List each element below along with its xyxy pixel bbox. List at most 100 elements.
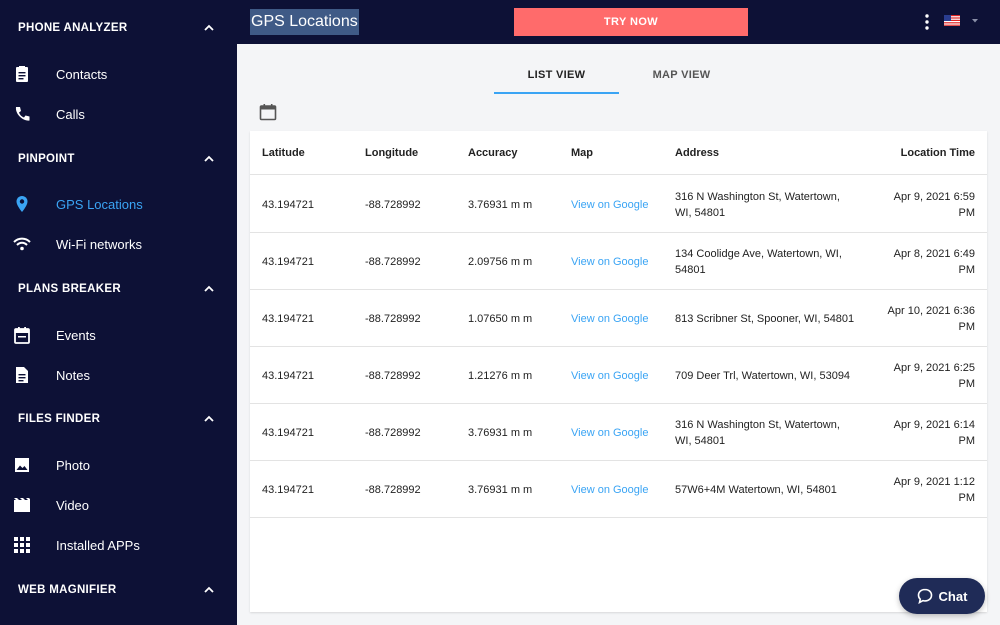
chevron-up-icon: [204, 586, 214, 593]
cell-longitude: -88.728992: [365, 256, 421, 268]
us-flag-icon[interactable]: [944, 15, 960, 26]
view-on-google-link[interactable]: View on Google: [571, 199, 649, 211]
more-vert-icon[interactable]: [920, 13, 934, 31]
top-bar: GPS Locations TRY NOW: [237, 0, 1000, 44]
table-row: 43.194721 -88.728992 3.76931 m m View on…: [250, 404, 987, 461]
section-title: PHONE ANALYZER: [18, 22, 128, 34]
section-phone-analyzer[interactable]: PHONE ANALYZER: [0, 8, 237, 48]
cell-address: 316 N Washington St, Watertown, WI, 54801: [675, 189, 865, 221]
locations-table: Latitude Longitude Accuracy Map Address …: [250, 131, 987, 612]
cell-location-time: Apr 8, 2021 6:49 PM: [865, 246, 975, 278]
section-title: WEB MAGNIFIER: [18, 584, 117, 596]
chevron-up-icon: [204, 415, 214, 422]
sidebar-item-label: Wi-Fi networks: [56, 236, 142, 252]
sidebar-item-label: Notes: [56, 367, 90, 383]
time-line: PM: [958, 207, 976, 219]
column-header-address[interactable]: Address: [675, 147, 720, 159]
cell-latitude: 43.194721: [262, 427, 314, 439]
sidebar-item-events[interactable]: Events: [0, 315, 237, 355]
cell-latitude: 43.194721: [262, 370, 314, 382]
photo-icon: [15, 458, 29, 472]
time-line: PM: [958, 435, 976, 447]
cell-accuracy: 2.09756 m m: [468, 256, 533, 268]
cell-longitude: -88.728992: [365, 427, 421, 439]
table-header: Latitude Longitude Accuracy Map Address …: [250, 131, 987, 175]
cell-longitude: -88.728992: [365, 199, 421, 211]
calendar-icon[interactable]: [259, 103, 277, 121]
section-plans-breaker[interactable]: PLANS BREAKER: [0, 269, 237, 309]
table-row: 43.194721 -88.728992 3.76931 m m View on…: [250, 176, 987, 233]
sidebar-item-video[interactable]: Video: [0, 485, 237, 525]
chevron-up-icon: [204, 155, 214, 162]
sidebar-item-contacts[interactable]: Contacts: [0, 54, 237, 94]
phone-icon: [15, 107, 30, 121]
wifi-icon: [13, 237, 31, 251]
column-header-location-time[interactable]: Location Time: [900, 147, 975, 159]
view-on-google-link[interactable]: View on Google: [571, 484, 649, 496]
sidebar-item-wifi-networks[interactable]: Wi-Fi networks: [0, 224, 237, 264]
cell-address: 57W6+4M Watertown, WI, 54801: [675, 482, 865, 498]
view-on-google-link[interactable]: View on Google: [571, 313, 649, 325]
cell-accuracy: 3.76931 m m: [468, 427, 533, 439]
sidebar-item-calls[interactable]: Calls: [0, 94, 237, 134]
time-line: PM: [958, 321, 976, 333]
time-line: PM: [958, 264, 976, 276]
address-line: 316 N Washington St, Watertown,: [675, 419, 840, 431]
tab-list-view[interactable]: LIST VIEW: [527, 69, 586, 81]
sidebar-item-label: Events: [56, 327, 96, 343]
contacts-icon: [16, 66, 28, 82]
sidebar-item-label: Installed APPs: [56, 537, 140, 553]
time-line: Apr 8, 2021 6:49: [893, 248, 975, 260]
column-header-map[interactable]: Map: [571, 147, 593, 159]
cell-longitude: -88.728992: [365, 370, 421, 382]
chevron-up-icon: [204, 24, 214, 31]
column-header-accuracy[interactable]: Accuracy: [468, 147, 518, 159]
sidebar-item-label: Video: [56, 497, 90, 513]
sidebar-item-photo[interactable]: Photo: [0, 445, 237, 485]
view-on-google-link[interactable]: View on Google: [571, 370, 649, 382]
cell-location-time: Apr 9, 2021 6:25 PM: [865, 360, 975, 392]
sidebar-item-label: Contacts: [56, 66, 108, 82]
try-now-button[interactable]: TRY NOW: [514, 8, 748, 36]
cell-accuracy: 3.76931 m m: [468, 199, 533, 211]
section-web-magnifier[interactable]: WEB MAGNIFIER: [0, 570, 237, 610]
sidebar: PHONE ANALYZER Contacts Calls PINPOINT G…: [0, 0, 237, 625]
table-row: 43.194721 -88.728992 2.09756 m m View on…: [250, 233, 987, 290]
section-title: FILES FINDER: [18, 413, 101, 425]
sidebar-item-notes[interactable]: Notes: [0, 355, 237, 395]
time-line: PM: [958, 378, 976, 390]
page-title: GPS Locations: [250, 9, 359, 35]
address-line: 316 N Washington St, Watertown,: [675, 191, 840, 203]
sidebar-item-installed-apps[interactable]: Installed APPs: [0, 525, 237, 565]
view-on-google-link[interactable]: View on Google: [571, 256, 649, 268]
address-line: WI, 54801: [675, 435, 726, 447]
address-line: 57W6+4M Watertown, WI, 54801: [675, 484, 837, 496]
cell-latitude: 43.194721: [262, 484, 314, 496]
chat-bubble-icon: [917, 588, 932, 604]
chat-label: Chat: [938, 588, 968, 604]
tab-map-view[interactable]: MAP VIEW: [652, 69, 711, 81]
cell-address: 813 Scribner St, Spooner, WI, 54801: [675, 311, 865, 327]
column-header-latitude[interactable]: Latitude: [262, 147, 305, 159]
note-icon: [16, 367, 28, 383]
time-line: Apr 9, 2021 6:14: [893, 419, 975, 431]
address-line: 54801: [675, 264, 706, 276]
column-header-longitude[interactable]: Longitude: [365, 147, 419, 159]
time-line: Apr 9, 2021 6:25: [893, 362, 975, 374]
cell-latitude: 43.194721: [262, 199, 314, 211]
section-files-finder[interactable]: FILES FINDER: [0, 399, 237, 439]
address-line: WI, 54801: [675, 207, 726, 219]
cell-location-time: Apr 9, 2021 6:14 PM: [865, 417, 975, 449]
caret-down-icon[interactable]: [971, 18, 979, 24]
table-row: 43.194721 -88.728992 1.07650 m m View on…: [250, 290, 987, 347]
sidebar-item-label: GPS Locations: [56, 196, 143, 212]
chat-button[interactable]: Chat: [899, 578, 985, 614]
time-line: Apr 9, 2021 6:59: [893, 191, 975, 203]
sidebar-item-gps-locations[interactable]: GPS Locations: [0, 184, 237, 224]
section-pinpoint[interactable]: PINPOINT: [0, 139, 237, 179]
sidebar-item-label: Photo: [56, 457, 90, 473]
cell-address: 709 Deer Trl, Watertown, WI, 53094: [675, 368, 865, 384]
view-on-google-link[interactable]: View on Google: [571, 427, 649, 439]
cell-accuracy: 1.07650 m m: [468, 313, 533, 325]
chevron-up-icon: [204, 285, 214, 292]
